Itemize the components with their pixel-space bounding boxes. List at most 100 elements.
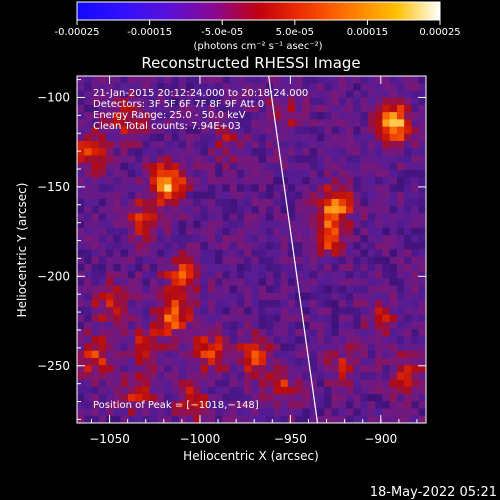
heatmap-pixel bbox=[149, 148, 158, 157]
heatmap-pixel bbox=[287, 162, 296, 171]
heatmap-pixel bbox=[346, 227, 354, 236]
heatmap-pixel bbox=[309, 90, 318, 99]
heatmap-pixel bbox=[411, 148, 420, 157]
heatmap-pixel bbox=[171, 379, 180, 388]
heatmap-pixel bbox=[98, 321, 107, 330]
heatmap-pixel bbox=[295, 141, 303, 149]
heatmap-pixel bbox=[266, 76, 274, 84]
heatmap-pixel bbox=[244, 141, 253, 149]
heatmap-pixel bbox=[91, 300, 100, 308]
heatmap-pixel bbox=[171, 415, 180, 423]
heatmap-pixel bbox=[164, 365, 173, 373]
heatmap-pixel bbox=[207, 220, 216, 229]
heatmap-pixel bbox=[156, 401, 165, 410]
heatmap-pixel bbox=[178, 177, 187, 186]
heatmap-pixel bbox=[200, 76, 209, 84]
heatmap-pixel bbox=[375, 104, 383, 113]
heatmap-pixel bbox=[280, 343, 289, 352]
heatmap-pixel bbox=[127, 148, 136, 157]
heatmap-pixel bbox=[120, 379, 129, 388]
heatmap-pixel bbox=[309, 162, 318, 171]
heatmap-pixel bbox=[251, 256, 260, 265]
heatmap-pixel bbox=[98, 206, 107, 214]
heatmap-pixel bbox=[207, 263, 216, 272]
heatmap-pixel bbox=[418, 119, 426, 128]
heatmap-pixel bbox=[222, 357, 231, 366]
heatmap-pixel bbox=[77, 321, 85, 330]
heatmap-pixel bbox=[316, 169, 325, 178]
heatmap-pixel bbox=[120, 415, 129, 423]
heatmap-pixel bbox=[258, 119, 267, 128]
heatmap-pixel bbox=[186, 119, 194, 128]
heatmap-pixel bbox=[149, 191, 158, 200]
heatmap-pixel bbox=[149, 365, 158, 373]
heatmap-pixel bbox=[418, 242, 426, 251]
heatmap-pixel bbox=[418, 162, 426, 171]
heatmap-pixel bbox=[156, 386, 165, 395]
heatmap-pixel bbox=[164, 394, 173, 402]
heatmap-pixel bbox=[186, 90, 194, 99]
heatmap-pixel bbox=[389, 271, 398, 280]
heatmap-pixel bbox=[106, 133, 114, 142]
heatmap-pixel bbox=[156, 227, 165, 236]
heatmap-pixel bbox=[346, 394, 354, 402]
heatmap-pixel bbox=[360, 357, 369, 366]
heatmap-pixel bbox=[222, 148, 231, 157]
heatmap-pixel bbox=[91, 336, 100, 345]
heatmap-pixel bbox=[251, 97, 260, 106]
heatmap-pixel bbox=[346, 256, 354, 265]
heatmap-pixel bbox=[360, 271, 369, 280]
heatmap-pixel bbox=[287, 184, 296, 193]
heatmap-pixel bbox=[84, 162, 93, 171]
heatmap-pixel bbox=[77, 133, 85, 142]
heatmap-pixel bbox=[367, 235, 376, 243]
heatmap-pixel bbox=[91, 249, 100, 258]
heatmap-pixel bbox=[389, 206, 398, 214]
heatmap-pixel bbox=[106, 191, 114, 200]
heatmap-pixel bbox=[367, 141, 376, 149]
heatmap-pixel bbox=[353, 249, 362, 258]
heatmap-pixel bbox=[396, 394, 405, 402]
heatmap-pixel bbox=[375, 321, 383, 330]
heatmap-pixel bbox=[418, 220, 426, 229]
heatmap-pixel bbox=[98, 126, 107, 135]
heatmap-pixel bbox=[346, 300, 354, 308]
heatmap-pixel bbox=[338, 83, 347, 92]
heatmap-pixel bbox=[106, 357, 114, 366]
heatmap-pixel bbox=[360, 126, 369, 135]
heatmap-pixel bbox=[266, 386, 274, 395]
heatmap-pixel bbox=[149, 119, 158, 128]
heatmap-pixel bbox=[273, 256, 282, 265]
heatmap-pixel bbox=[316, 285, 325, 294]
heatmap-pixel bbox=[229, 126, 238, 135]
heatmap-pixel bbox=[164, 227, 173, 236]
heatmap-pixel bbox=[338, 76, 347, 84]
heatmap-pixel bbox=[229, 408, 238, 417]
heatmap-pixel bbox=[389, 256, 398, 265]
heatmap-pixel bbox=[346, 141, 354, 149]
heatmap-pixel bbox=[273, 83, 282, 92]
heatmap-pixel bbox=[84, 307, 93, 316]
heatmap-pixel bbox=[324, 372, 333, 381]
heatmap-pixel bbox=[338, 285, 347, 294]
heatmap-pixel bbox=[353, 242, 362, 251]
heatmap-pixel bbox=[346, 263, 354, 272]
heatmap-pixel bbox=[91, 220, 100, 229]
heatmap-pixel bbox=[258, 278, 267, 287]
heatmap-pixel bbox=[309, 285, 318, 294]
heatmap-pixel bbox=[389, 386, 398, 395]
heatmap-pixel bbox=[135, 256, 144, 265]
heatmap-pixel bbox=[295, 329, 303, 337]
heatmap-pixel bbox=[149, 83, 158, 92]
heatmap-pixel bbox=[295, 365, 303, 373]
heatmap-pixel bbox=[404, 148, 413, 157]
heatmap-pixel bbox=[207, 329, 216, 337]
heatmap-pixel bbox=[273, 350, 282, 359]
colorbar-tick-label: 0.00025 bbox=[419, 27, 460, 38]
heatmap-pixel bbox=[106, 184, 114, 193]
heatmap-pixel bbox=[171, 90, 180, 99]
peak-position-label: Position of Peak = [−1018,−148] bbox=[93, 400, 259, 411]
heatmap-pixel bbox=[295, 278, 303, 287]
heatmap-pixel bbox=[127, 379, 136, 388]
heatmap-pixel bbox=[346, 83, 354, 92]
